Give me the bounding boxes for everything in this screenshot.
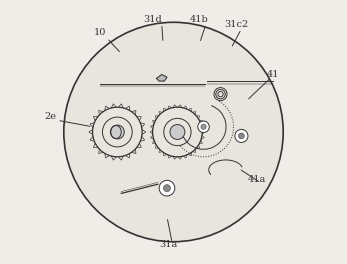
Text: 41b: 41b	[190, 15, 209, 24]
Circle shape	[110, 125, 124, 139]
Text: 2e: 2e	[45, 112, 57, 121]
Circle shape	[235, 129, 248, 143]
Circle shape	[198, 121, 209, 133]
Circle shape	[170, 125, 185, 139]
Circle shape	[64, 22, 283, 242]
Circle shape	[238, 133, 244, 139]
Text: 31c2: 31c2	[224, 20, 248, 29]
Text: 31d: 31d	[143, 15, 162, 24]
Circle shape	[201, 124, 206, 129]
Text: 41: 41	[266, 70, 279, 79]
Circle shape	[163, 185, 170, 192]
Polygon shape	[156, 74, 167, 81]
Text: 10: 10	[94, 28, 107, 37]
Text: 41a: 41a	[248, 175, 266, 183]
Circle shape	[159, 180, 175, 196]
Text: 31a: 31a	[159, 240, 177, 249]
